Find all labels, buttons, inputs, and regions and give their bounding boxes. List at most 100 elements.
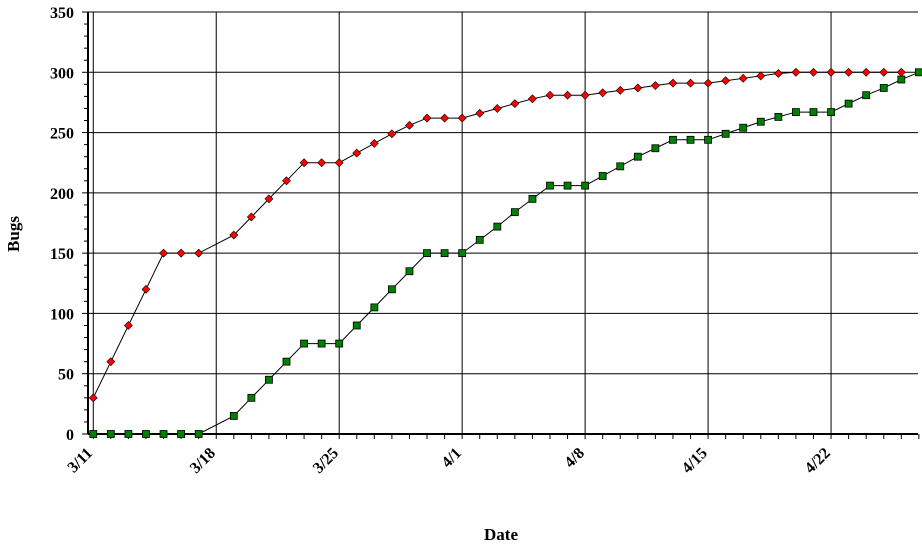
- y-axis-title: Bugs: [4, 216, 23, 252]
- data-point-square: [124, 430, 133, 438]
- data-point-square: [792, 108, 800, 116]
- data-point-square: [458, 249, 467, 258]
- data-point-square: [370, 303, 379, 312]
- data-point-square: [405, 267, 414, 276]
- data-point-square: [862, 91, 871, 100]
- data-point-square: [142, 430, 150, 438]
- data-point-diamond: [317, 158, 327, 168]
- data-point-square: [914, 68, 922, 77]
- series-1-line: [92, 71, 902, 399]
- data-point-square: [475, 235, 484, 244]
- data-point-diamond: [633, 83, 643, 93]
- data-point-square: [247, 393, 256, 402]
- data-point-square: [510, 208, 519, 217]
- data-point-diamond: [668, 78, 678, 88]
- data-point-diamond: [615, 85, 625, 95]
- data-point-diamond: [334, 158, 344, 168]
- data-point-square: [265, 375, 273, 384]
- data-point-square: [844, 99, 853, 108]
- data-point-diamond: [791, 67, 801, 77]
- data-point-square: [686, 135, 695, 144]
- data-point-diamond: [826, 67, 836, 77]
- data-point-diamond: [475, 108, 485, 118]
- series-2: [89, 68, 922, 438]
- series-1: [88, 67, 906, 403]
- data-point-square: [493, 222, 502, 231]
- data-point-diamond: [703, 78, 713, 88]
- data-point-diamond: [844, 67, 854, 77]
- data-point-square: [387, 285, 396, 294]
- data-point-square: [194, 430, 203, 438]
- data-point-diamond: [510, 99, 520, 109]
- data-point-square: [546, 181, 554, 190]
- data-point-square: [669, 135, 677, 144]
- data-point-diamond: [756, 71, 766, 81]
- data-point-diamond: [598, 88, 608, 98]
- data-point-square: [879, 84, 888, 92]
- data-point-square: [616, 162, 625, 171]
- data-point-diamond: [457, 113, 467, 123]
- data-point-diamond: [352, 148, 362, 158]
- data-point-square: [774, 112, 783, 121]
- data-point-square: [177, 430, 186, 438]
- y-tick-label: 250: [50, 126, 74, 143]
- data-point-diamond: [422, 113, 432, 123]
- data-point-square: [651, 144, 660, 153]
- data-point-diamond: [88, 393, 98, 403]
- data-point-square: [528, 194, 537, 203]
- data-point-diamond: [650, 81, 660, 90]
- data-point-diamond: [861, 67, 871, 77]
- data-point-diamond: [686, 78, 695, 88]
- data-point-diamond: [545, 90, 555, 100]
- data-point-square: [335, 339, 344, 348]
- data-point-diamond: [809, 67, 818, 77]
- y-tick-label: 50: [58, 367, 74, 384]
- y-tick-label: 200: [50, 186, 74, 203]
- data-point-diamond: [738, 73, 748, 83]
- data-point-square: [300, 339, 308, 348]
- data-point-diamond: [282, 176, 291, 186]
- data-point-square: [633, 152, 642, 161]
- y-tick-label: 100: [50, 306, 74, 323]
- data-point-square: [581, 181, 590, 190]
- y-tick-label: 300: [50, 65, 74, 82]
- data-point-diamond: [229, 230, 239, 240]
- data-point-square: [809, 108, 818, 116]
- data-point-diamond: [141, 284, 151, 294]
- data-point-square: [897, 75, 906, 84]
- data-point-diamond: [879, 67, 889, 77]
- data-point-square: [756, 117, 765, 126]
- data-point-diamond: [369, 138, 379, 148]
- data-point-diamond: [106, 357, 116, 367]
- data-point-square: [598, 172, 607, 180]
- data-point-square: [423, 249, 431, 258]
- data-point-square: [440, 249, 449, 258]
- data-point-diamond: [299, 158, 309, 168]
- y-tick-label: 0: [66, 427, 74, 444]
- data-point-diamond: [773, 69, 783, 78]
- y-tick-label: 150: [50, 246, 74, 263]
- data-point-square: [739, 123, 748, 132]
- x-axis-title: Date: [484, 525, 518, 544]
- data-point-diamond: [246, 212, 256, 222]
- data-point-diamond: [123, 321, 133, 330]
- data-point-diamond: [721, 76, 731, 86]
- data-point-square: [704, 135, 712, 144]
- data-point-diamond: [405, 120, 414, 130]
- data-point-square: [721, 129, 730, 138]
- data-point-diamond: [580, 90, 590, 100]
- data-point-diamond: [492, 104, 502, 113]
- data-point-square: [106, 430, 115, 438]
- data-point-diamond: [527, 94, 537, 104]
- data-point-square: [159, 430, 168, 438]
- data-point-diamond: [159, 248, 168, 258]
- data-point-square: [89, 430, 98, 438]
- y-tick-label: 350: [50, 5, 74, 22]
- data-point-square: [229, 412, 238, 420]
- grid-lines: [88, 11, 918, 434]
- data-point-square: [317, 339, 326, 348]
- data-point-square: [827, 108, 835, 116]
